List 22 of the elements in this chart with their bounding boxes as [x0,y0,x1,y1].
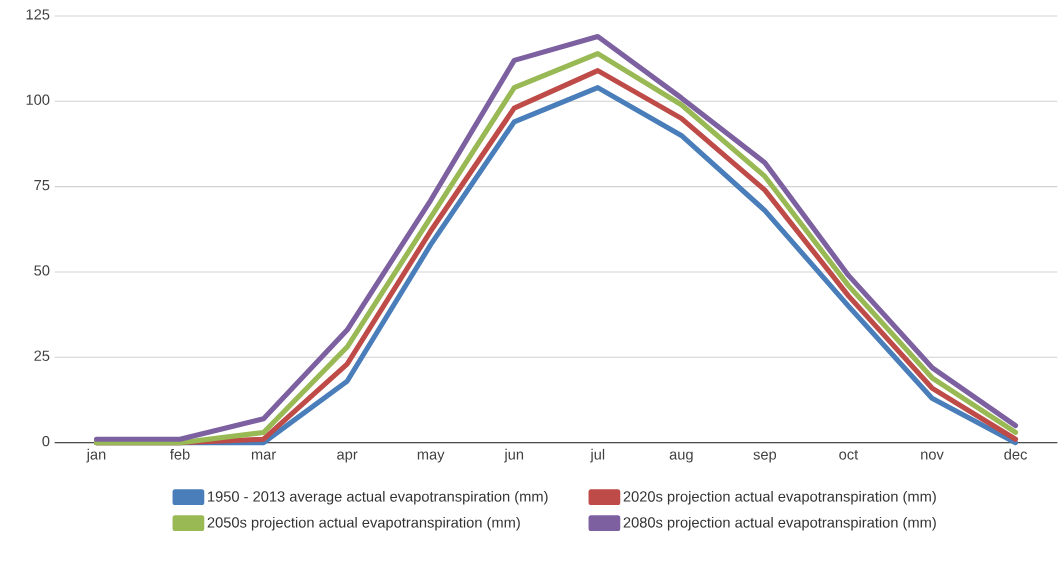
x-tick-label: sep [753,451,777,463]
y-tick-label: 50 [34,265,50,276]
x-tick-label: jul [590,448,605,463]
x-tick-label: may [417,451,445,463]
y-tick-label: 125 [26,9,50,20]
x-tick-label: aug [669,451,693,463]
x-tick-label: jun [504,448,524,463]
legend-label: 2020s projection actual evapotranspiration (mm) [623,490,936,505]
x-tick-label: apr [337,451,358,463]
y-tick-label: 25 [34,350,50,361]
x-tick-label: dec [1004,448,1027,460]
x-tick-label: nov [921,451,944,460]
legend-label: 1950 - 2013 average actual evapotranspiration (mm) [208,490,548,505]
x-tick-label: feb [170,448,190,460]
y-tick-label: 0 [42,435,50,447]
x-tick-label: jan [86,448,106,463]
y-tick-label: 100 [26,94,50,105]
x-tick-label: oct [839,450,859,460]
legend-label: 2050s projection actual evapotranspiration (mm) [207,516,520,531]
x-tick-label: mar [251,451,276,460]
y-tick-label: 75 [34,180,50,191]
legend-label: 2080s projection actual evapotranspiration (mm) [623,516,936,531]
